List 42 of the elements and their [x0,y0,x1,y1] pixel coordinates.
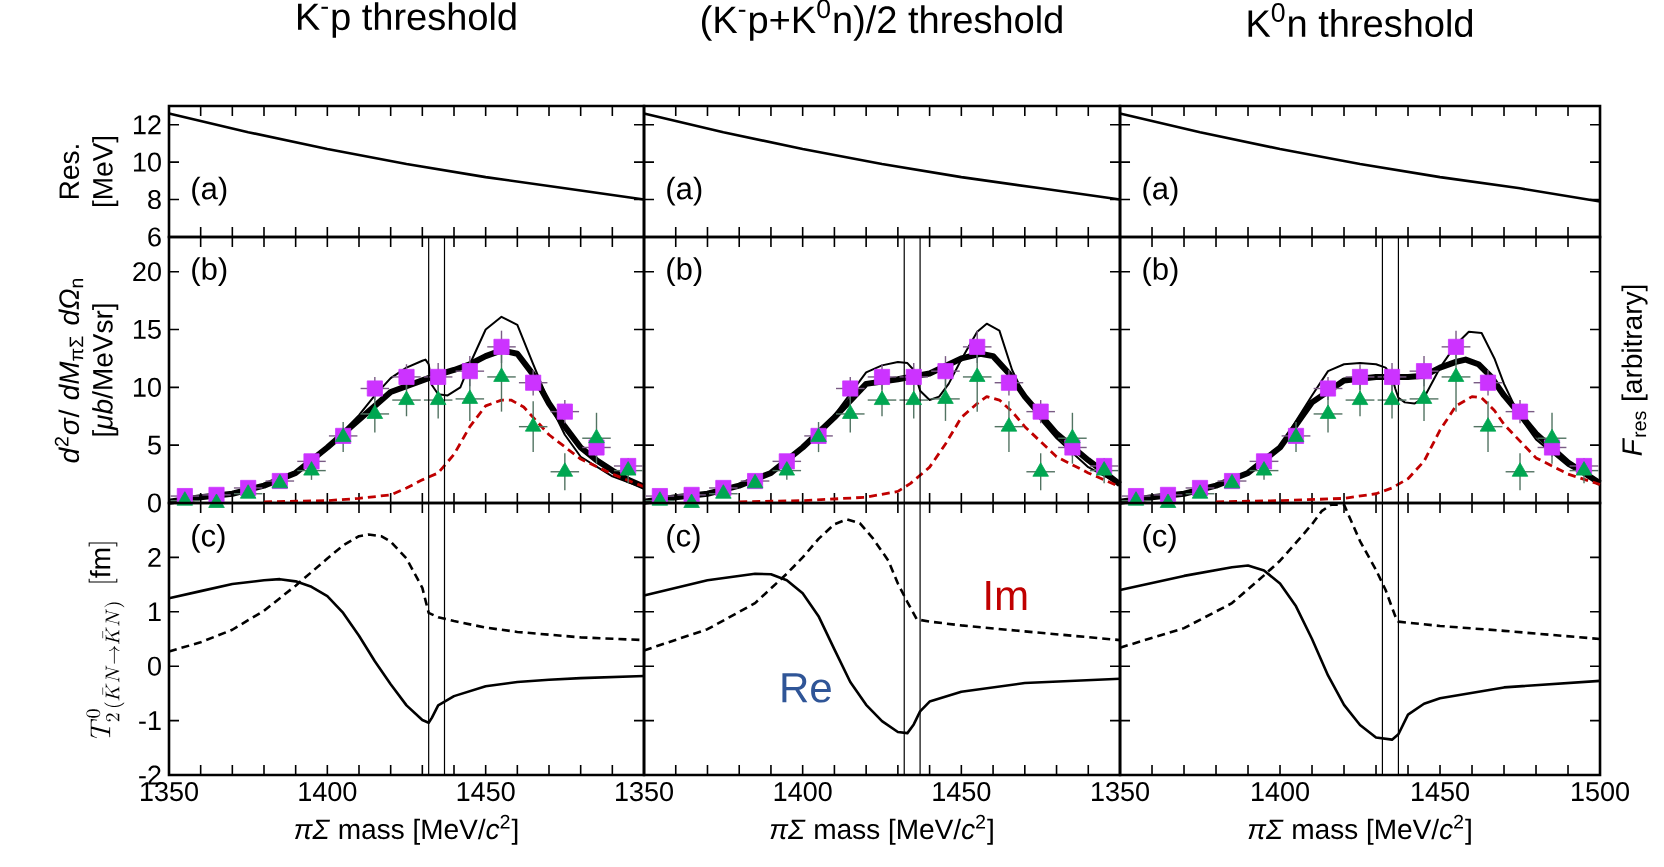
chart-title: K$^{-}$p threshold [298,2,516,38]
annotation: (c) [667,523,700,553]
y-tick-label: 20 [133,262,161,282]
annotation: Im [986,581,1027,610]
y-tick-label: 12 [133,115,161,135]
annotation: Re [782,673,831,703]
y-tick-label: 0 [148,656,161,676]
x-tick-label: 1500 [1572,782,1629,802]
annotation: (a) [1143,176,1178,206]
y2-axis-title: F$_{res}$ [arbitrary] [1621,285,1648,456]
y-tick-label: 10 [133,152,161,172]
annotation: (b) [1143,257,1178,286]
x-tick-label: 1400 [1252,782,1309,802]
x-axis-title: πΣ mass [MeV/c$^{2}$] [770,814,993,845]
y-tick-label: 0 [148,493,161,513]
x-tick-label: 1400 [299,782,357,802]
x-tick-label: 1350 [1092,782,1149,802]
y-tick-label: 6 [148,227,161,247]
annotation: (c) [1143,523,1176,553]
x-tick-label: 1450 [933,782,991,802]
chart-title: (K$^{-}$p+K$^{0}$n)/2 threshold [702,0,1062,41]
annotation: (c) [192,523,225,553]
x-tick-label: 1400 [774,782,832,802]
y-tick-label: 8 [148,190,161,210]
y-tick-label: 5 [148,435,161,455]
y-axis-title: Res. [MeV] [59,136,119,207]
x-tick-label: 1350 [616,782,673,802]
chart-title: K$^{0}$n threshold [1248,3,1473,38]
annotation: (b) [667,257,702,286]
y-axis-title: $T^{0}_{2\,(\bar{K}N\rightarrow\bar{K}N)}\;[\mathrm{fm}]$ [86,542,125,739]
annotation: (b) [192,257,227,286]
y-tick-label: 10 [133,377,161,397]
x-axis-title: πΣ mass [MeV/c$^{2}$] [1248,814,1471,845]
annotation: (a) [667,176,702,206]
y-tick-label: 15 [133,320,161,339]
x-tick-label: 1450 [1412,782,1469,802]
y-tick-label: 2 [148,547,161,567]
y-tick-label: -1 [139,711,161,730]
annotation: (a) [192,176,227,206]
x-tick-label: 1450 [457,782,515,802]
x-axis-title: πΣ mass [MeV/c$^{2}$] [294,814,518,845]
y-tick-label: 1 [149,602,161,622]
